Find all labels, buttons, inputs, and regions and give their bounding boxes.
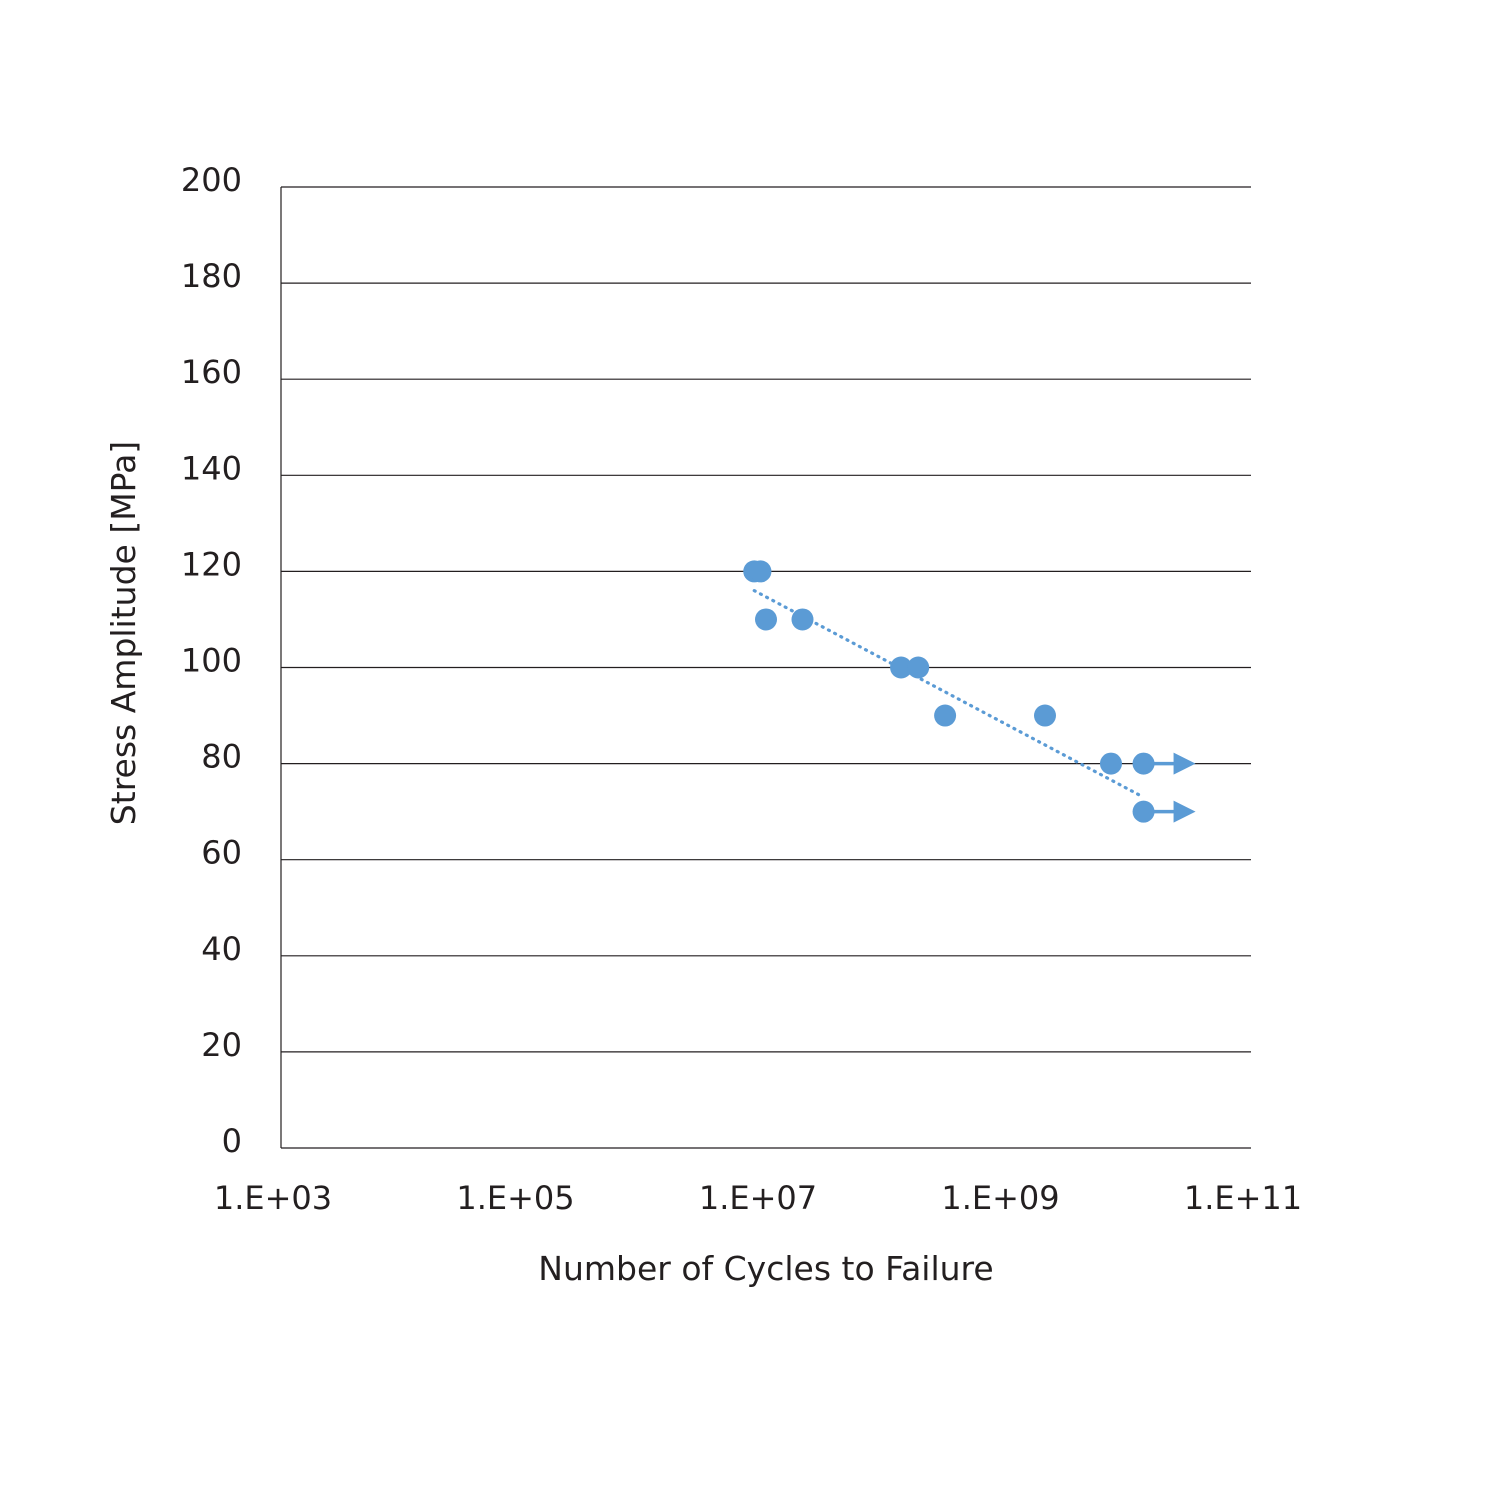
x-tick-label: 1.E+11 xyxy=(1184,1179,1302,1217)
x-tick-label: 1.E+05 xyxy=(456,1179,574,1217)
data-point xyxy=(1099,752,1122,775)
y-tick-label: 200 xyxy=(181,161,242,199)
data-point xyxy=(755,608,777,631)
data-point xyxy=(1132,752,1155,775)
y-tick-label: 80 xyxy=(201,738,242,776)
y-tick-labels: 0 20 40 60 80 100 120 140 160 180 200 xyxy=(181,161,242,1160)
data-point xyxy=(791,608,814,631)
axes xyxy=(280,187,1251,1149)
data-point xyxy=(1033,704,1056,727)
x-tick-labels: 1.E+03 1.E+05 1.E+07 1.E+09 1.E+11 xyxy=(214,1179,1302,1217)
y-tick-label: 40 xyxy=(201,930,242,968)
y-tick-label: 180 xyxy=(181,257,242,295)
y-tick-label: 100 xyxy=(181,642,242,680)
data-point xyxy=(890,656,913,679)
y-tick-label: 140 xyxy=(181,449,242,487)
y-tick-label: 60 xyxy=(201,834,242,872)
x-tick-label: 1.E+07 xyxy=(699,1179,817,1217)
y-tick-label: 160 xyxy=(181,353,242,391)
y-axis-title: Stress Amplitude [MPa] xyxy=(104,441,143,825)
y-tick-label: 20 xyxy=(201,1026,242,1064)
x-tick-label: 1.E+09 xyxy=(941,1179,1059,1217)
data-point xyxy=(1132,800,1155,823)
data-point xyxy=(907,656,930,679)
y-tick-label: 0 xyxy=(222,1122,242,1160)
data-points xyxy=(743,560,1196,823)
runout-arrow-icon xyxy=(1173,800,1196,823)
runout-arrow-icon xyxy=(1173,752,1196,775)
x-axis-title: Number of Cycles to Failure xyxy=(538,1249,993,1288)
y-tick-label: 120 xyxy=(181,545,242,583)
data-point xyxy=(934,704,957,727)
x-tick-label: 1.E+03 xyxy=(214,1179,332,1217)
data-point xyxy=(749,560,772,583)
